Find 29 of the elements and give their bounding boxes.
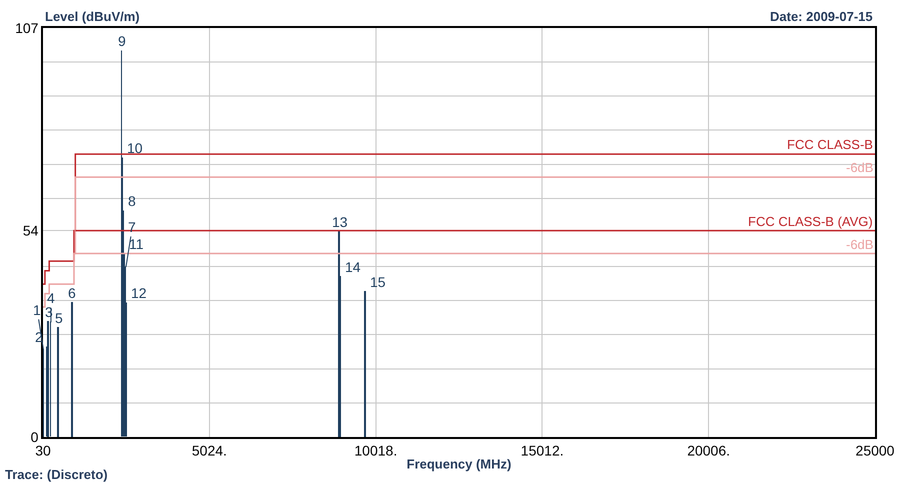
annotation: 4 [47, 290, 55, 306]
x-axis-title: Frequency (MHz) [406, 456, 512, 472]
annotation: 9 [118, 33, 126, 49]
annotation: 11 [129, 236, 144, 252]
series-label: FCC CLASS-B (AVG) [748, 214, 873, 229]
y-axis-title: Level (dBuV/m) [45, 9, 140, 24]
y-tick-label: 54 [22, 222, 39, 238]
series-label: -6dB [846, 160, 874, 175]
annotation: 13 [332, 214, 348, 230]
annotation: 6 [68, 285, 76, 301]
annotation: 1 [33, 302, 41, 318]
text: Trace: (Discreto) [5, 467, 108, 482]
series-label: -6dB [846, 237, 874, 252]
annotation: 8 [128, 193, 136, 209]
annotation: 15 [370, 274, 386, 290]
annotation: 12 [131, 285, 147, 301]
y-tick-label: 0 [30, 428, 39, 445]
x-tick-label: 10018. [354, 442, 398, 459]
x-tick-label: 5024. [192, 442, 227, 459]
annotation: 5 [55, 310, 63, 326]
y-tick-label: 107 [15, 20, 39, 36]
text: Date: 2009-07-15 [770, 9, 873, 24]
annotation: 14 [345, 259, 361, 275]
x-tick-label: 15012. [520, 442, 564, 459]
x-tick-label: 20006. [687, 442, 730, 459]
x-tick-label: 30 [35, 442, 51, 459]
x-tick-label: 25000 [856, 442, 895, 459]
series-label: FCC CLASS-B [787, 137, 873, 152]
annotation: 10 [127, 140, 143, 156]
